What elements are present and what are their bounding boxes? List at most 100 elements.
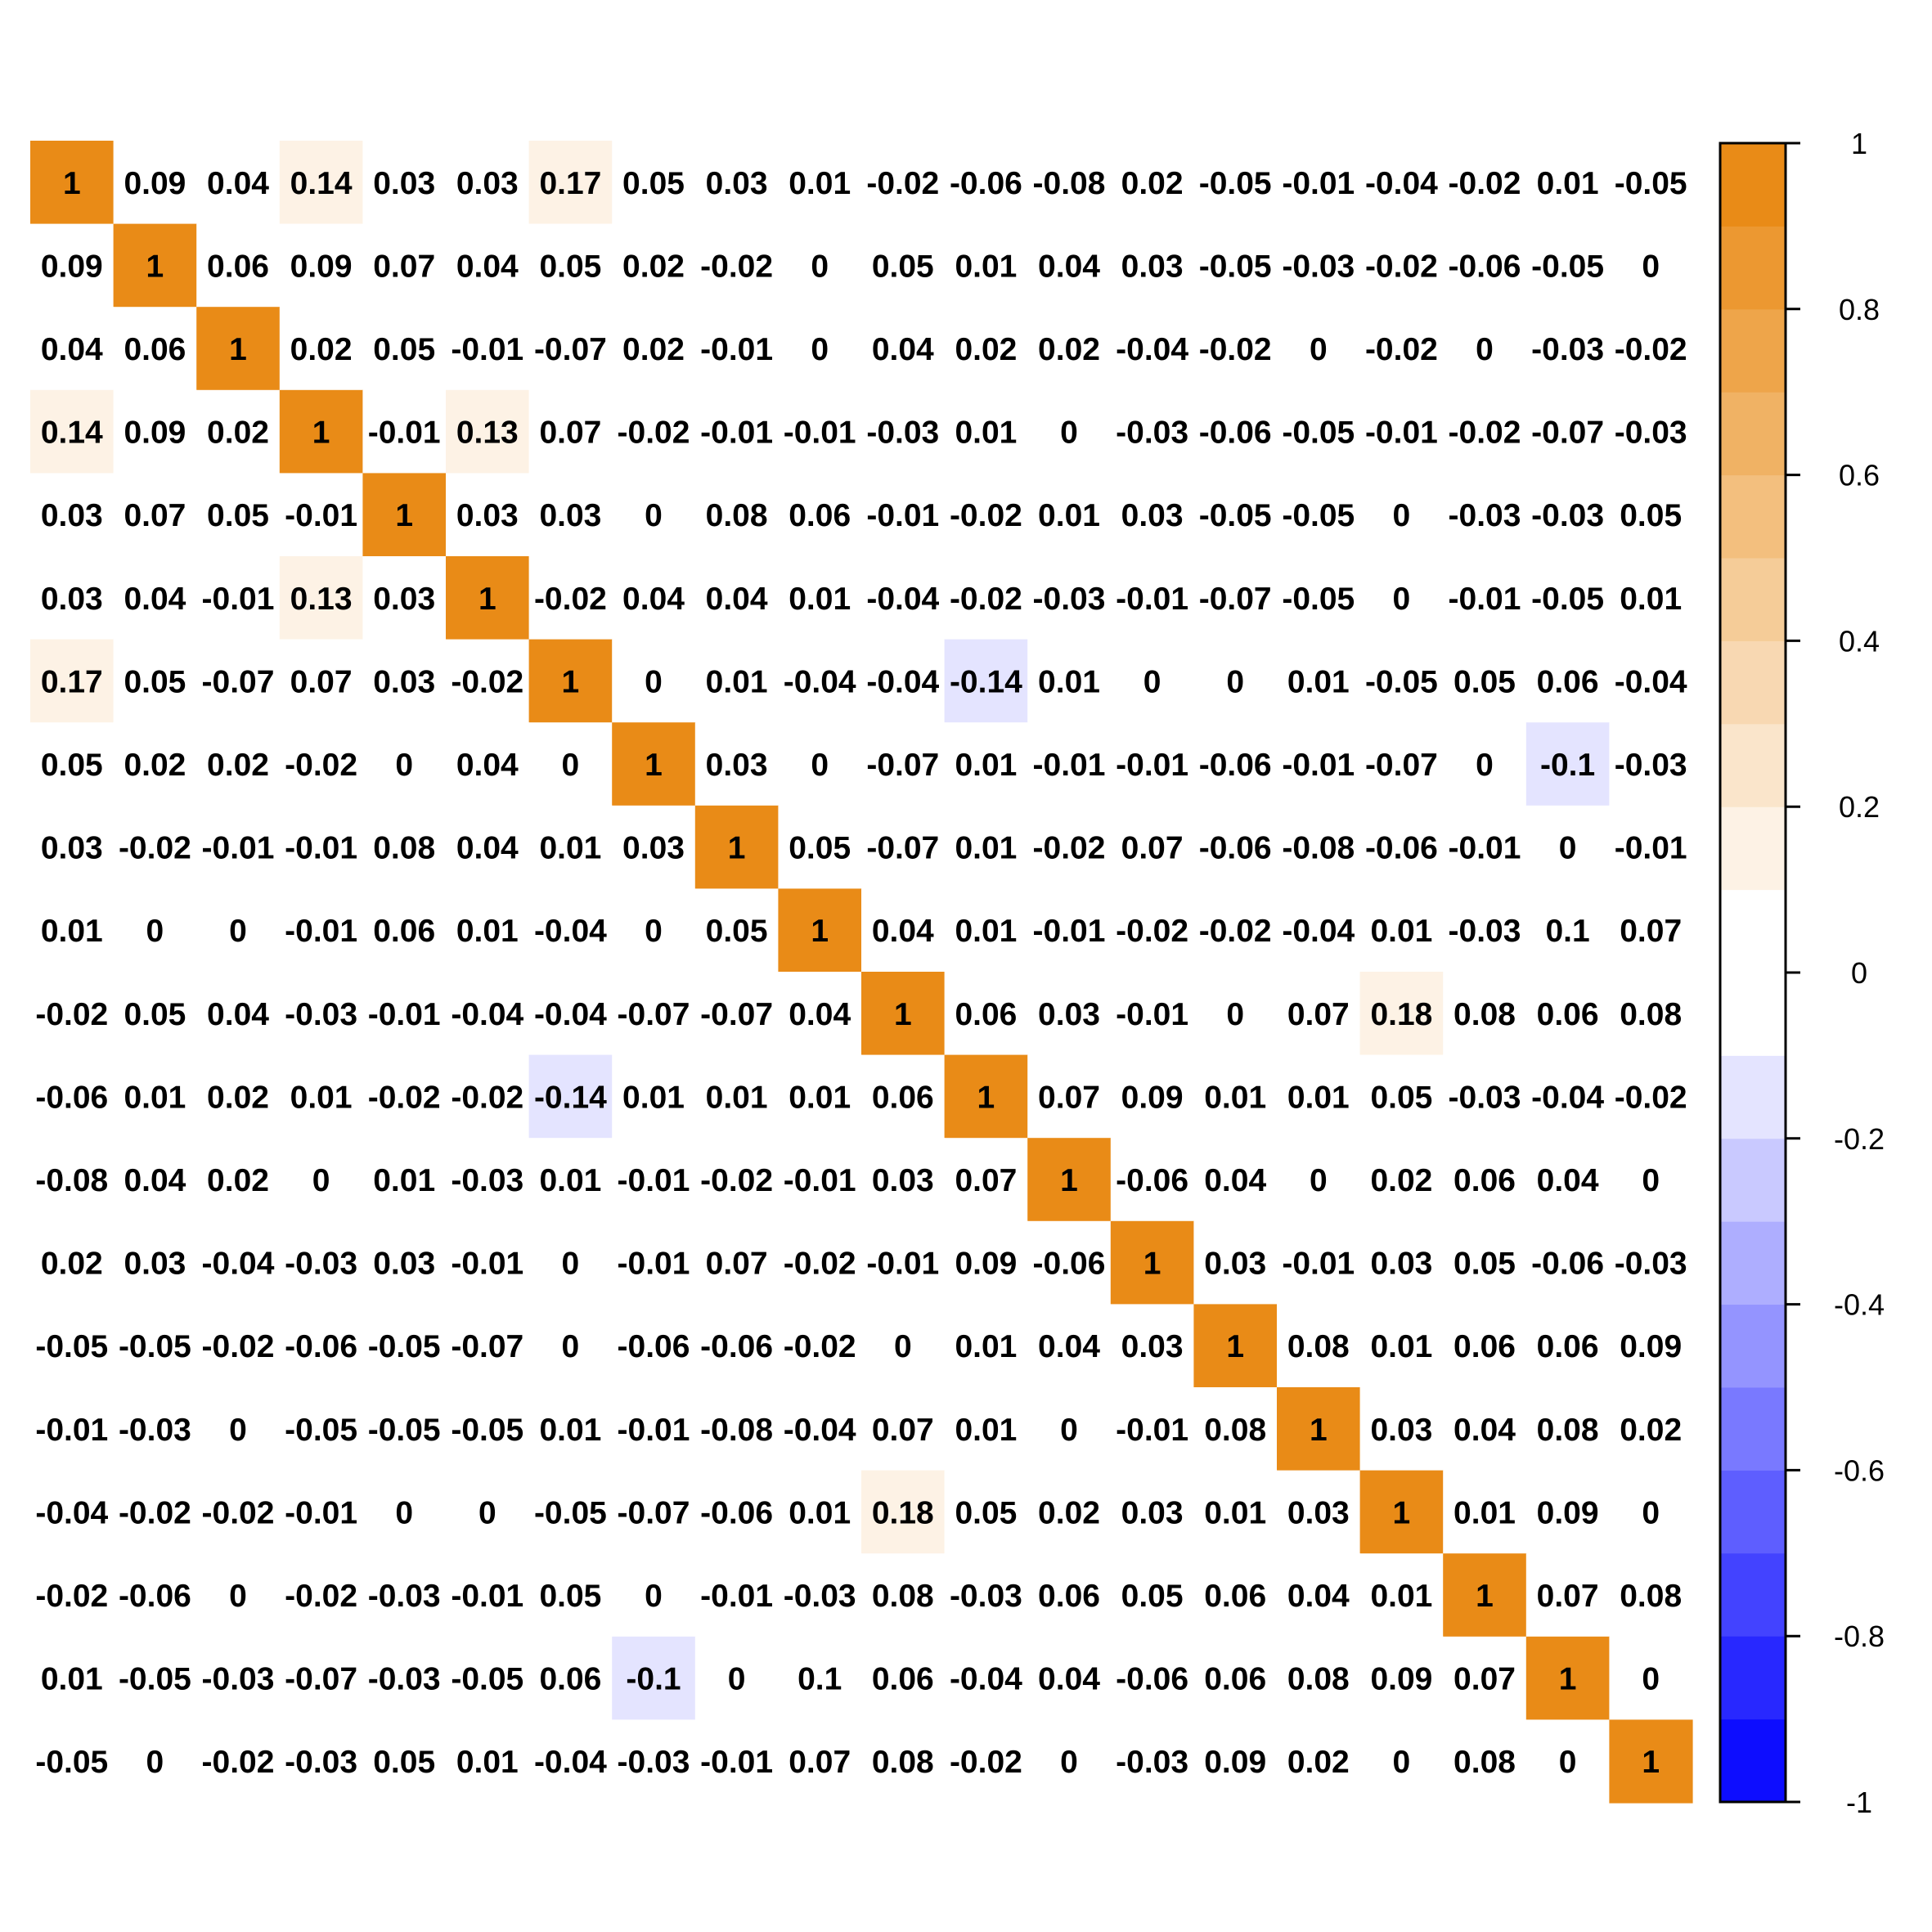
- heatmap-cell: [1193, 556, 1278, 640]
- cell-value-label: 0.05: [41, 748, 103, 783]
- cell-value-label: -0.04: [534, 997, 607, 1032]
- cell-value-label: -0.01: [451, 332, 523, 367]
- cell-value-label: 0.09: [1204, 1745, 1266, 1780]
- cell-value-label: -0.02: [285, 1579, 357, 1614]
- heatmap-cell: [1359, 1719, 1444, 1804]
- cell-value-label: 0.17: [539, 166, 601, 201]
- heatmap-cell: [279, 639, 363, 723]
- cell-value-label: 0: [645, 1579, 663, 1614]
- heatmap-cell: [362, 1636, 447, 1720]
- heatmap-cell: [694, 1054, 779, 1139]
- cell-value-label: 0: [1226, 997, 1244, 1032]
- heatmap-cell: [778, 389, 862, 474]
- heatmap-cell: [944, 805, 1028, 889]
- cell-value-label: 1: [63, 166, 81, 201]
- heatmap-cell: [1359, 223, 1444, 308]
- heatmap-cell: [30, 639, 115, 723]
- heatmap-cell: [446, 1636, 530, 1720]
- heatmap-cell: [446, 805, 530, 889]
- cell-value-label: 0.01: [41, 914, 103, 949]
- heatmap-cell: [528, 972, 613, 1056]
- cell-value-label: -0.01: [700, 332, 773, 367]
- cell-value-label: -0.05: [35, 1745, 108, 1780]
- cell-value-label: 0.04: [456, 249, 519, 284]
- heatmap-cell: [1359, 1304, 1444, 1388]
- heatmap-cell: [196, 556, 281, 640]
- heatmap-cell: [1525, 556, 1610, 640]
- heatmap-cell: [1609, 805, 1693, 889]
- heatmap-cell: [694, 888, 779, 973]
- cell-value-label: 0.02: [1121, 166, 1184, 201]
- cell-value-label: -0.03: [1531, 332, 1604, 367]
- cell-value-label: 0.01: [1537, 166, 1599, 201]
- heatmap-cell: [861, 972, 946, 1056]
- cell-value-label: 0: [229, 1413, 247, 1448]
- cell-value-label: 0.06: [1453, 1163, 1516, 1198]
- cell-value-label: -0.05: [1365, 664, 1438, 699]
- cell-value-label: 0.03: [41, 498, 103, 533]
- heatmap-cell: [1110, 1553, 1194, 1638]
- cell-value-label: -0.07: [1531, 416, 1604, 451]
- cell-value-label: 0.03: [1121, 1329, 1184, 1364]
- heatmap-cell: [196, 141, 281, 225]
- heatmap-cell: [30, 1470, 115, 1554]
- heatmap-cell: [944, 888, 1028, 973]
- heatmap-cell: [446, 972, 530, 1056]
- cell-value-label: 0.06: [207, 249, 269, 284]
- heatmap-cell: [1609, 1220, 1693, 1305]
- heatmap-cell: [612, 473, 696, 557]
- heatmap-cell: [279, 1138, 363, 1222]
- heatmap-cell: [1193, 307, 1278, 391]
- cell-value-label: 0: [645, 498, 663, 533]
- cell-value-label: 0.04: [41, 332, 103, 367]
- heatmap-cell: [778, 141, 862, 225]
- heatmap-cell: [1443, 1054, 1527, 1139]
- heatmap-cell: [279, 1719, 363, 1804]
- heatmap-cell: [1027, 1138, 1112, 1222]
- heatmap-cell: [612, 1220, 696, 1305]
- heatmap-cell: [861, 639, 946, 723]
- heatmap-cell: [113, 805, 197, 889]
- cell-value-label: -0.02: [119, 831, 191, 866]
- heatmap-cell: [778, 1719, 862, 1804]
- heatmap-cell: [196, 1636, 281, 1720]
- cell-value-label: 0.07: [1287, 997, 1350, 1032]
- heatmap-cell: [1525, 1553, 1610, 1638]
- cell-value-label: 0.02: [207, 748, 269, 783]
- cell-value-label: -0.08: [1033, 166, 1106, 201]
- cell-value-label: -0.07: [618, 1495, 690, 1530]
- cell-value-label: 0.09: [1370, 1662, 1432, 1697]
- heatmap-cell: [446, 888, 530, 973]
- heatmap-value-labels: 1 0.09 0.04 0.14 0.03 0.03 0.17 0.05 0.03 0.01 -0.…: [35, 166, 1687, 1780]
- heatmap-cell: [1193, 1304, 1278, 1388]
- cell-value-label: -0.03: [618, 1745, 690, 1780]
- cell-value-label: 0.07: [1038, 1080, 1100, 1115]
- cell-value-label: -0.06: [119, 1579, 191, 1614]
- heatmap-cell: [528, 473, 613, 557]
- heatmap-cell: [30, 1387, 115, 1471]
- heatmap-cell: [196, 1304, 281, 1388]
- colorbar-segment: [1720, 392, 1786, 476]
- cell-value-label: 1: [1143, 1247, 1161, 1282]
- heatmap-cell: [1525, 805, 1610, 889]
- cell-value-label: -0.07: [451, 1329, 523, 1364]
- colorbar-tick-label: -0.2: [1834, 1122, 1885, 1156]
- cell-value-label: 0.05: [789, 831, 851, 866]
- heatmap-cell: [1027, 389, 1112, 474]
- cell-value-label: 0.05: [124, 997, 186, 1032]
- cell-value-label: 0.04: [207, 166, 269, 201]
- heatmap-cell: [113, 1220, 197, 1305]
- heatmap-cell: [362, 888, 447, 973]
- cell-value-label: 0.14: [290, 166, 353, 201]
- cell-value-label: 0.07: [1453, 1662, 1516, 1697]
- heatmap-cell: [528, 639, 613, 723]
- cell-value-label: -0.02: [866, 166, 939, 201]
- cell-value-label: -0.03: [1615, 416, 1687, 451]
- heatmap-cell: [113, 389, 197, 474]
- heatmap-cell: [1277, 888, 1361, 973]
- cell-value-label: 0.07: [124, 498, 186, 533]
- cell-value-label: 0: [562, 748, 580, 783]
- cell-value-label: 0.03: [539, 498, 601, 533]
- cell-value-label: -0.01: [202, 831, 275, 866]
- cell-value-label: 0.01: [1204, 1495, 1266, 1530]
